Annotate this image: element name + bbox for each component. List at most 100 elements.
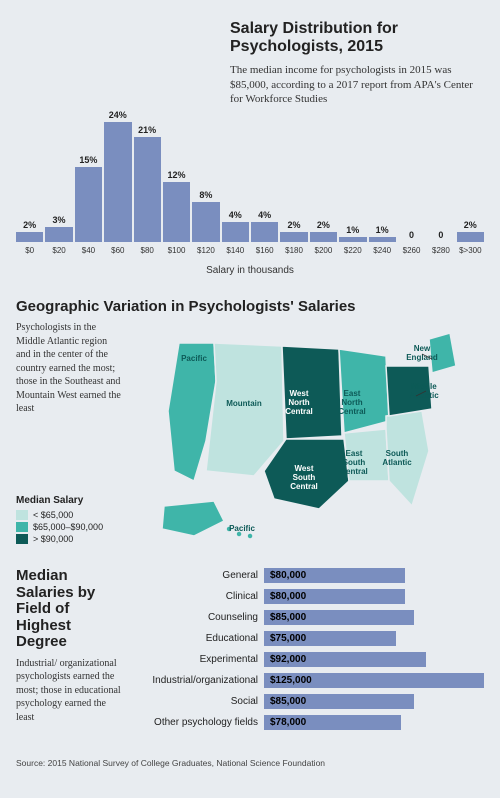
source-text: Source: 2015 National Survey of College … (16, 758, 484, 768)
legend-swatch (16, 522, 28, 532)
histogram-bar-label: $40 (82, 246, 95, 255)
histogram-xlabel: Salary in thousands (16, 265, 484, 276)
histogram-bar-label: $60 (111, 246, 124, 255)
map-region-label: Mountain (226, 399, 262, 408)
histogram-bar-fill (45, 227, 72, 242)
legend-row: $65,000–$90,000 (16, 522, 124, 532)
histogram-bar-label: $140 (226, 246, 244, 255)
histogram-bar: 0$260 (398, 230, 425, 255)
histogram-bar-label: $100 (168, 246, 186, 255)
field-bar-label: Counseling (138, 612, 258, 623)
field-bar-row: General$80,000 (138, 568, 484, 583)
field-bar-row: Other psychology fields $78,000 (138, 715, 484, 730)
histogram-bar: 1% $220 (339, 225, 366, 255)
histogram-bar: 8% $120 (192, 190, 219, 255)
field-bar-label: Clinical (138, 591, 258, 602)
histogram-bar: 2% $0 (16, 220, 43, 255)
histogram-bar-fill (457, 232, 484, 242)
histogram-bar-label: $20 (52, 246, 65, 255)
histogram-bars: 2%$03%$2015%$4024%$6021%$8012%$1008%$120… (16, 115, 484, 255)
histogram-bar-value: 24% (109, 110, 127, 120)
histogram-bar-label: $120 (197, 246, 215, 255)
histogram-bar-label: $160 (256, 246, 274, 255)
legend-row: < $65,000 (16, 510, 124, 520)
histogram-bar-value: 12% (168, 170, 186, 180)
histogram-bar-value: 4% (258, 210, 271, 220)
histogram-bar-fill (16, 232, 43, 242)
field-bar-row: Industrial/organizational $125,000 (138, 673, 484, 688)
field-bar-fill: $85,000 (264, 694, 414, 709)
histogram-bar-value: 2% (464, 220, 477, 230)
histogram-bar-label: $0 (25, 246, 34, 255)
histogram-bar: 0 $280 (427, 230, 454, 255)
field-bar-fill: $75,000 (264, 631, 396, 646)
histogram-title: Salary Distribution for Psychologists, 2… (230, 20, 484, 57)
histogram-bar-value: 3% (53, 215, 66, 225)
fields-bars: General$80,000 Clinical $80,000 Counseling $… (138, 568, 484, 736)
field-bar-label: Educational (138, 633, 258, 644)
field-bar-label: Industrial/organizational (138, 675, 258, 686)
histogram-bar-label: $240 (373, 246, 391, 255)
histogram-bar-fill (104, 122, 131, 242)
map-legend-title: Median Salary (16, 495, 124, 506)
histogram-bar-fill (310, 232, 337, 242)
field-bar-value: $85,000 (270, 612, 306, 623)
fields-description: Industrial/ organizational psychologists… (16, 657, 124, 725)
field-bar-row: Clinical $80,000 (138, 589, 484, 604)
field-bar-label: Experimental (138, 654, 258, 665)
histogram-bar-label: $>300 (459, 246, 481, 255)
legend-label: $65,000–$90,000 (33, 522, 103, 532)
field-bar-fill: $78,000 (264, 715, 401, 730)
histogram-bar-label: $80 (141, 246, 154, 255)
histogram-bar-fill (192, 202, 219, 242)
histogram-bar: 21% $80 (134, 125, 161, 255)
field-bar-value: $78,000 (270, 717, 306, 728)
map-title: Geographic Variation in Psychologists' S… (16, 298, 484, 315)
field-bar-fill: $80,000 (264, 589, 405, 604)
field-bar-fill: $125,000 (264, 673, 484, 688)
field-bar-value: $75,000 (270, 633, 306, 644)
histogram-bar-fill (163, 182, 190, 242)
fields-section: Median Salaries by Field of Highest Degr… (16, 568, 484, 736)
field-bar-fill: $85,000 (264, 610, 414, 625)
histogram-bar-value: 4% (229, 210, 242, 220)
legend-row: > $90,000 (16, 534, 124, 544)
field-bar-value: $80,000 (270, 591, 306, 602)
histogram-bar-fill (339, 237, 366, 242)
histogram-bar-fill (75, 167, 102, 242)
map-region (206, 343, 284, 476)
histogram-bar: 2% $200 (310, 220, 337, 255)
histogram-bar-label: $200 (315, 246, 333, 255)
histogram-bar: 2%$180 (280, 220, 307, 255)
histogram-bar-label: $280 (432, 246, 450, 255)
histogram-bar-value: 8% (199, 190, 212, 200)
histogram-bar: 1% $240 (369, 225, 396, 255)
histogram-bar-value: 2% (317, 220, 330, 230)
histogram-bar: 4% $160 (251, 210, 278, 255)
histogram-bar: 2% $>300 (457, 220, 484, 255)
field-bar-value: $80,000 (270, 570, 306, 581)
histogram-bar: 3% $20 (45, 215, 72, 255)
histogram-bar-value: 21% (138, 125, 156, 135)
histogram-bar-fill (251, 222, 278, 242)
histogram-bar-value: 15% (79, 155, 97, 165)
fields-title: Median Salaries by Field of Highest Degr… (16, 568, 124, 651)
field-bar-label: Other psychology fields (138, 717, 258, 728)
field-bar-fill: $80,000 (264, 568, 405, 583)
histogram-bar-value: 1% (376, 225, 389, 235)
histogram-bar-value: 2% (288, 220, 301, 230)
histogram-bar-fill (369, 237, 396, 242)
histogram-bar-fill (134, 137, 161, 242)
histogram-bar-value: 2% (23, 220, 36, 230)
field-bar-value: $92,000 (270, 654, 306, 665)
map-description: Psychologists in the Middle Atlantic reg… (16, 321, 124, 416)
histogram-bar-value: 1% (346, 225, 359, 235)
map-region-label: MiddleAtlantic (409, 382, 439, 400)
histogram-bar: 15% $40 (75, 155, 102, 255)
histogram-description: The median income for psychologists in 2… (230, 63, 484, 108)
field-bar-row: Counseling $85,000 (138, 610, 484, 625)
legend-label: < $65,000 (33, 510, 73, 520)
histogram-bar-label: $220 (344, 246, 362, 255)
histogram-bar-value: 0 (438, 230, 443, 240)
histogram-bar-fill (280, 232, 307, 242)
